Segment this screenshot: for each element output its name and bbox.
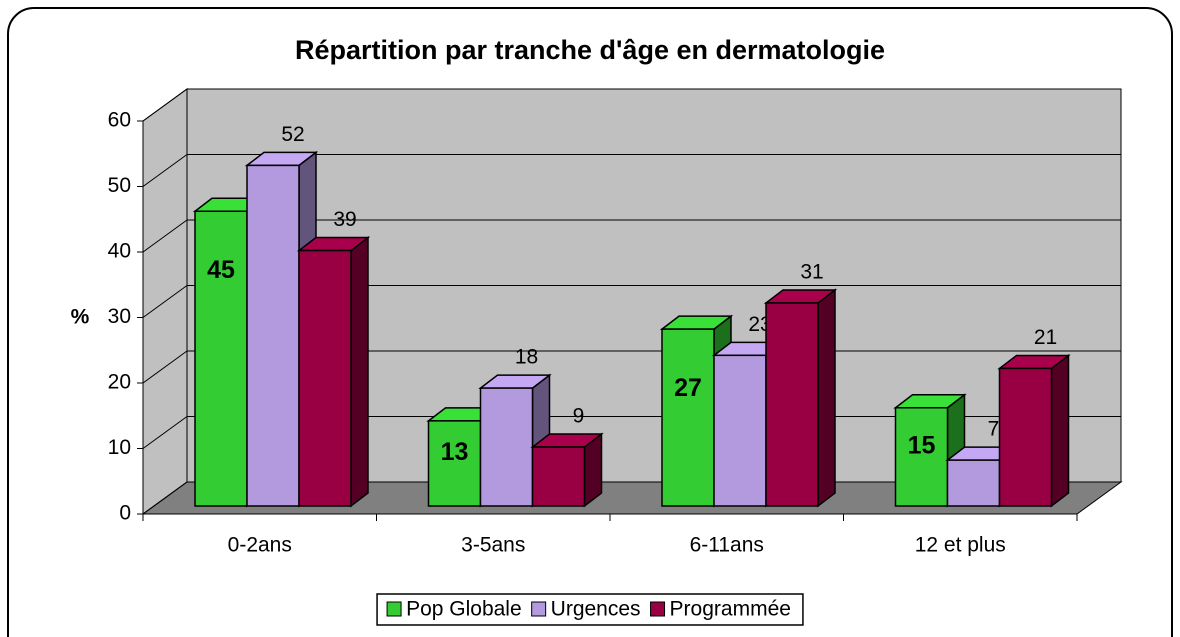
legend-swatch <box>531 601 547 617</box>
bar-front <box>765 302 819 507</box>
legend-label: Urgences <box>551 598 641 621</box>
y-axis-label: % <box>71 306 90 329</box>
bar-front <box>298 249 352 507</box>
y-tick-label: 40 <box>108 240 131 263</box>
bar-front <box>427 420 482 507</box>
legend-swatch <box>386 601 402 617</box>
bar <box>530 432 604 508</box>
grid-line <box>142 350 188 384</box>
legend-swatch <box>650 601 666 617</box>
bar <box>763 288 838 508</box>
y-tick-label: 10 <box>108 436 131 459</box>
grid-line <box>142 285 188 318</box>
data-label: 15 <box>908 431 936 459</box>
y-tick-label: 20 <box>108 371 131 394</box>
bar-front <box>894 407 949 507</box>
bar-front <box>998 367 1053 507</box>
data-label: 31 <box>800 260 823 283</box>
grid-line <box>142 481 188 515</box>
bar-front <box>479 387 534 507</box>
x-tick-label: 0-2ans <box>228 534 292 557</box>
bar-front <box>246 164 300 507</box>
x-tick-label: 6-11ans <box>690 534 764 557</box>
grid-line <box>142 416 188 449</box>
data-label: 18 <box>515 346 538 369</box>
bar-side <box>1050 353 1070 508</box>
x-tick-label: 3-5ans <box>461 534 525 557</box>
data-label: 27 <box>674 374 702 402</box>
data-label: 7 <box>988 418 1000 441</box>
grid-line <box>142 88 188 122</box>
bar-front <box>713 354 767 507</box>
x-tick-label: 12 et plus <box>915 534 1006 557</box>
legend-label: Programmée <box>670 598 791 621</box>
data-label: 21 <box>1034 326 1057 349</box>
bar-front <box>661 328 715 507</box>
data-label: 39 <box>333 208 356 231</box>
y-tick-label: 30 <box>108 305 131 328</box>
y-tick-label: 50 <box>108 174 131 197</box>
y-tick-label: 60 <box>108 109 131 132</box>
grid-line <box>142 219 188 253</box>
data-label: 52 <box>281 123 304 146</box>
data-label: 9 <box>573 405 585 428</box>
bar-front <box>531 446 586 507</box>
y-tick-label: 0 <box>119 502 131 525</box>
data-label: 45 <box>207 256 235 284</box>
bar-side <box>817 288 836 508</box>
bar-side <box>350 236 369 508</box>
grid-line <box>142 154 188 187</box>
data-label: 13 <box>441 438 469 466</box>
bar <box>997 353 1071 508</box>
legend <box>376 593 804 626</box>
legend-label: Pop Globale <box>406 598 522 621</box>
bar <box>296 236 371 508</box>
chart-title: Répartition par tranche d'âge en dermato… <box>295 35 885 65</box>
bar-front <box>946 459 1001 507</box>
bar <box>893 393 967 508</box>
